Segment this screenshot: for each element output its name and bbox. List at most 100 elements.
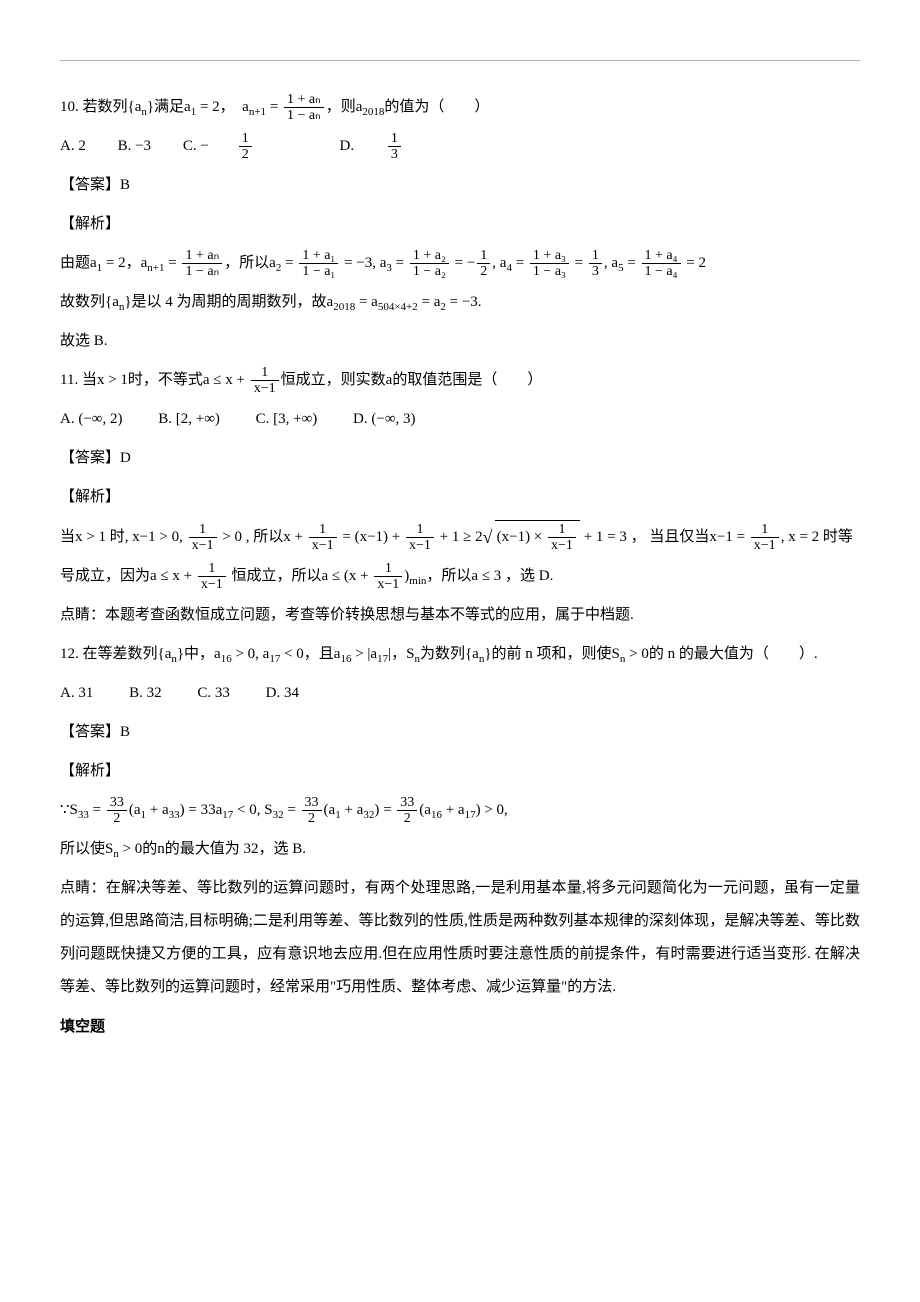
q11-jiexi: 【解析】 [60,481,860,514]
text: = (x−1) + [339,529,404,545]
q11-expl1: 当x > 1 时, x−1 > 0, 1x−1 > 0 , 所以x + 1x−1… [60,520,860,554]
option-b: B. −3 [118,138,151,154]
sub: 2018 [362,106,384,118]
sub: 2018 [333,301,355,313]
q12-options: A. 31 B. 32 C. 33 D. 34 [60,677,860,710]
den: 1 − a₁ [299,263,338,279]
q10-expl2: 故数列{an}是以 4 为周期的周期数列，故a2018 = a504×4+2 =… [60,286,860,319]
fraction: 1x−1 [251,365,279,397]
den: 1 − aₙ [284,107,324,123]
sub: 17 [222,809,233,821]
text: 恒成立，所以a ≤ (x + [228,568,373,584]
fraction: 332 [107,795,127,827]
fraction: 1 + aₙ1 − aₙ [284,92,324,124]
den: 3 [388,146,401,162]
text: 由题a [60,255,97,271]
text: ，则a [326,99,363,115]
sub: 504×4+2 [378,301,418,313]
text: = 2， a [196,99,249,115]
den: x−1 [406,537,434,553]
q12-expl1: ∵S33 = 332(a1 + a33) = 33a17 < 0, S32 = … [60,794,860,827]
fraction: 1x−1 [198,561,226,593]
text: > |a [351,646,377,662]
text: > 0 , 所以x + [219,529,307,545]
text: C. − [183,138,209,154]
sub: 17 [465,809,476,821]
text: 当x > 1 时, x−1 > 0, [60,529,187,545]
den: x−1 [251,380,279,396]
text: + a [341,802,364,818]
text: = − [451,255,475,271]
den: 1 − a₂ [410,263,449,279]
text: |，S [388,646,414,662]
den: 2 [397,810,417,826]
text: 10. 若数列{a [60,99,141,115]
fraction: 332 [397,795,417,827]
text: (a [324,802,336,818]
text: }中，a [177,646,221,662]
sub: 16 [221,653,232,665]
q12-answer: 【答案】B [60,716,860,749]
den: 1 − aₙ [182,263,222,279]
sub: 17 [269,653,280,665]
text: + 1 = 3 ， 当且仅当x−1 = [580,529,749,545]
fraction: 1x−1 [751,522,779,554]
num: 1 + a₁ [299,248,338,263]
num: 33 [302,795,322,810]
option-d: D. 13 [340,138,457,154]
text: , x = 2 时等 [781,529,853,545]
sub: 32 [363,809,374,821]
fraction: 1 + aₙ1 − aₙ [182,248,222,280]
text: = 2 [683,255,706,271]
text: 号成立，因为a ≤ x + [60,568,196,584]
num: 1 + a₂ [410,248,449,263]
text: 恒成立，则实数a的取值范围是（ ） [281,372,543,388]
num: 1 [251,365,279,380]
q10-jiexi: 【解析】 [60,208,860,241]
text: < 0, S [233,802,272,818]
option-d: D. (−∞, 3) [353,411,415,427]
fraction: 1 + a₄1 − a₄ [642,248,681,280]
fraction: 1x−1 [189,522,217,554]
num: 33 [107,795,127,810]
q11-answer: 【答案】D [60,442,860,475]
top-rule [60,60,860,61]
sub: min [409,575,426,587]
fraction: 1 + a₃1 − a₃ [530,248,569,280]
option-b: B. 32 [129,685,162,701]
text: = [284,802,300,818]
den: 1 − a₄ [642,263,681,279]
fraction: 13 [589,248,602,280]
q12-expl2: 所以使Sn > 0的n的最大值为 32，选 B. [60,833,860,866]
q10-expl1: 由题a1 = 2，an+1 = 1 + aₙ1 − aₙ，所以a2 = 1 + … [60,247,860,280]
section-heading-fillin: 填空题 [60,1010,860,1043]
num: 1 + a₄ [642,248,681,263]
fraction: 1x−1 [406,522,434,554]
q11-expl2: 号成立，因为a ≤ x + 1x−1 恒成立，所以a ≤ (x + 1x−1)m… [60,560,860,593]
text: 为数列{a [420,646,479,662]
q12-stem: 12. 在等差数列{an}中，a16 > 0, a17 < 0，且a16 > |… [60,638,860,671]
text: 所以使S [60,841,113,857]
sqrt: (x−1) × 1x−1 [483,520,580,554]
text: 的值为（ ） [384,99,489,115]
q10-answer: 【答案】B [60,169,860,202]
den: 3 [589,263,602,279]
option-a: A. (−∞, 2) [60,411,122,427]
option-a: A. 2 [60,138,86,154]
text: ∵S [60,802,78,818]
sub: n+1 [147,262,164,274]
option-a: A. 31 [60,685,93,701]
num: 1 [589,248,602,263]
option-c: C. [3, +∞) [256,411,318,427]
q10-expl3: 故选 B. [60,325,860,358]
den: x−1 [309,537,337,553]
num: 1 [374,561,402,576]
text: (x−1) × [497,529,546,545]
text: = 2，a [102,255,147,271]
den: x−1 [198,576,226,592]
sub: 33 [169,809,180,821]
text: = [512,255,528,271]
den: x−1 [751,537,779,553]
text: = [392,255,408,271]
den: 2 [239,146,252,162]
